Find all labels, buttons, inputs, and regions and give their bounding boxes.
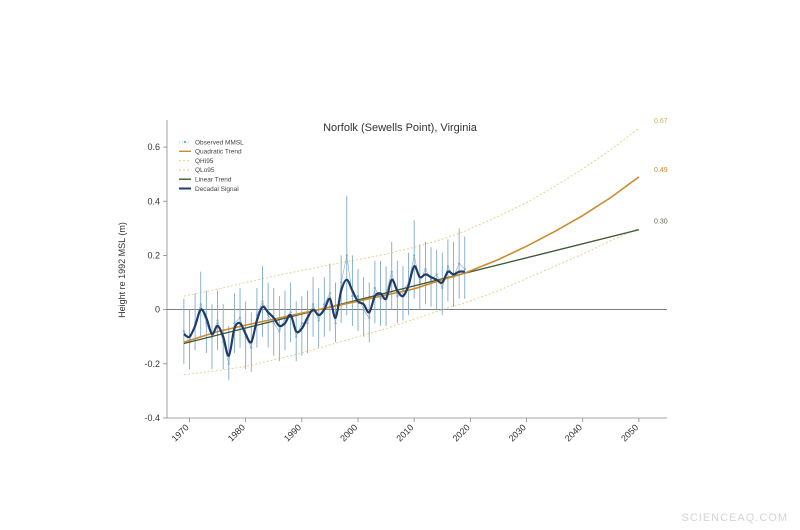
x-tick-label: 1990 [282, 422, 303, 443]
x-tick-label: 2020 [451, 422, 472, 443]
observed-point [334, 322, 337, 325]
projection-end-label: 0.67 [654, 118, 668, 125]
x-tick-label: 2040 [563, 422, 584, 443]
observed-point [379, 297, 382, 300]
y-axis-label: Height re 1992 MSL (m) [117, 222, 127, 318]
observed-point [272, 322, 275, 325]
legend-label: QLo95 [195, 167, 215, 174]
y-tick-label: 0.4 [147, 196, 160, 206]
observed-point [295, 335, 298, 338]
observed-point [345, 254, 348, 257]
x-tick-label: 2000 [338, 422, 359, 443]
y-tick-label: 0 [155, 305, 160, 315]
legend-label: Linear Trend [195, 177, 232, 184]
series-quadratic-trend-line [183, 176, 640, 343]
observed-point [216, 319, 219, 322]
observed-point [446, 265, 449, 268]
legend-swatch-dot [183, 140, 187, 144]
observed-point [233, 322, 236, 325]
observed-point [418, 281, 421, 284]
legend: Observed MMSL Quadratic Trend QHi95 QLo95 Li… [179, 139, 244, 193]
observed-point [429, 278, 433, 281]
observed-point [311, 303, 315, 306]
watermark-text: SCIENCEAQ.COM [681, 512, 788, 524]
observed-point [424, 267, 427, 271]
observed-point [238, 316, 242, 319]
observed-point [317, 319, 320, 322]
observed-point [340, 281, 343, 284]
observed-point [300, 322, 303, 325]
observed-point [261, 300, 264, 303]
x-tick-label: 2030 [507, 422, 528, 443]
observed-point [441, 286, 444, 290]
chart-title: Norfolk (Sewells Point), Virginia [323, 122, 478, 134]
observed-point [458, 262, 461, 265]
observed-point [396, 294, 399, 298]
observed-point [362, 308, 365, 311]
series-qhi95-line [183, 127, 640, 297]
observed-point [278, 330, 281, 333]
observed-point [351, 294, 354, 298]
x-tick-label: 1970 [170, 422, 191, 443]
observed-point [199, 303, 202, 306]
axes: -0.4 -0.2 0 0.2 0.4 0.6 1970 1980 1990 2000 2010 20… [144, 120, 667, 444]
y-tick-label: 0.2 [147, 250, 160, 260]
observed-point [413, 254, 416, 257]
observed-point [328, 292, 332, 295]
observed-point [356, 294, 360, 298]
series-decadal-signal-line [183, 265, 465, 357]
observed-point [368, 316, 371, 319]
observed-point [267, 313, 270, 317]
legend-label: Observed MMSL [195, 139, 244, 146]
observed-point [323, 303, 326, 306]
observed-point [289, 311, 292, 314]
legend-label: Quadratic Trend [195, 149, 242, 156]
x-tick-label: 2050 [619, 422, 640, 443]
y-tick-label: -0.2 [144, 359, 160, 369]
y-tick-label: -0.4 [144, 413, 160, 423]
legend-label: Decadal Signal [195, 186, 239, 193]
x-tick-label: 1980 [226, 422, 247, 443]
end-labels: 0.67 0.49 0.30 [654, 118, 668, 225]
series-linear-trend-line [183, 229, 640, 345]
observed-point [306, 322, 309, 325]
series-qlo95-line [183, 227, 640, 376]
y-tick-label: 0.6 [147, 142, 160, 152]
observed-point [463, 267, 466, 271]
x-tick-label: 2010 [394, 422, 415, 443]
projection-end-label: 0.30 [654, 218, 668, 225]
series-layer [182, 127, 640, 381]
projection-end-label: 0.49 [654, 167, 668, 174]
legend-label: QHi95 [195, 158, 214, 165]
observed-point [373, 286, 376, 290]
observed-point [390, 270, 393, 273]
observed-point [227, 362, 230, 365]
observed-point [182, 330, 185, 333]
observed-point [250, 346, 253, 349]
observed-point [435, 273, 438, 276]
